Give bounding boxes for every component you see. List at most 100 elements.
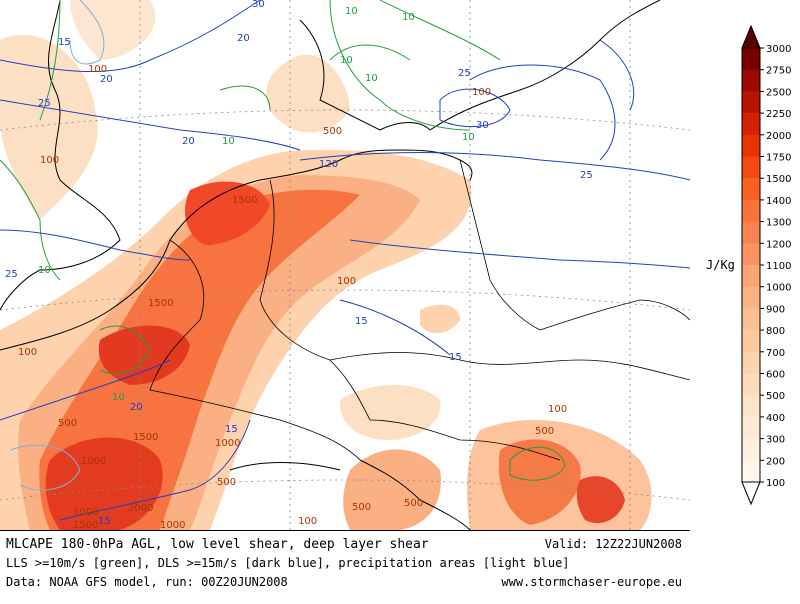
- colorbar-max-arrow: [741, 24, 761, 49]
- colorbar-tick-label: 2000: [766, 131, 791, 142]
- dls-label: 20: [100, 74, 113, 85]
- cape-label: 1000: [81, 456, 106, 467]
- cape-label: 500: [352, 502, 371, 513]
- cape-label: 1500: [73, 520, 98, 530]
- dls-label: 120: [319, 159, 338, 170]
- dls-labels: 30 20 15 20 25 25 20 120 25 15 15 20 15 …: [5, 0, 593, 527]
- dls-label: 20: [130, 402, 143, 413]
- colorbar-tick-label: 900: [766, 304, 785, 315]
- colorbar-band: [742, 308, 760, 331]
- cape-label: 100: [298, 516, 317, 527]
- cape-label: 1000: [73, 507, 98, 518]
- coast-adriatic: [359, 459, 471, 530]
- lls-label: 10: [340, 55, 353, 66]
- cape-label: 1000: [215, 438, 240, 449]
- cape-label: 100: [40, 155, 59, 166]
- coast-baltic: [429, 0, 661, 131]
- dls-label: 25: [458, 68, 471, 79]
- colorbar-band: [742, 395, 760, 418]
- cape-label: 500: [535, 426, 554, 437]
- colorbar-unit-label: J/Kg: [706, 258, 735, 272]
- info-panel: MLCAPE 180-0hPa AGL, low level shear, de…: [0, 531, 690, 600]
- cape-label: 1500: [133, 432, 158, 443]
- legend-description: LLS >=10m/s [green], DLS >=15m/s [dark b…: [6, 556, 570, 570]
- valid-time: Valid: 12Z22JUN2008: [544, 537, 682, 551]
- cape-area-italy: [343, 449, 441, 530]
- colorbar-tick-label: 1100: [766, 261, 791, 272]
- coast-britain: [0, 0, 121, 311]
- colorbar-tick-label: 700: [766, 348, 785, 359]
- dls-label: 25: [580, 170, 593, 181]
- cape-label: 100: [18, 347, 37, 358]
- colorbar-band: [742, 243, 760, 266]
- dls-label: 20: [182, 136, 195, 147]
- colorbar-panel: 3000 2750 2500 2250 2000 1750 1500 1400 1300 1200…: [690, 0, 800, 600]
- cape-labels: 100 100 100 500 1500 1500 1500 1000 1000…: [18, 64, 567, 530]
- dls-label: 15: [449, 352, 462, 363]
- cape-label: 500: [217, 477, 236, 488]
- map-title: MLCAPE 180-0hPa AGL, low level shear, de…: [6, 537, 429, 552]
- colorbar-tick-label: 100: [766, 478, 785, 489]
- colorbar-tick-label: 1200: [766, 239, 791, 250]
- colorbar-tick-label: 1500: [766, 174, 791, 185]
- cape-area-north-sea: [0, 34, 98, 221]
- dls-contours: [0, 0, 690, 521]
- lls-label: 10: [38, 265, 51, 276]
- website-link[interactable]: www.stormchaser-europe.eu: [501, 575, 682, 589]
- cape-label: 100: [88, 64, 107, 75]
- colorbar-band: [742, 134, 760, 157]
- cape-area-northeast: [266, 54, 350, 133]
- cape-label: 500: [323, 126, 342, 137]
- borders: [149, 159, 690, 461]
- dls-label: 20: [237, 33, 250, 44]
- colorbar-tick-label: 1000: [766, 283, 791, 294]
- lls-label: 10: [345, 6, 358, 17]
- colorbar-band: [742, 416, 760, 439]
- colorbar-tick-label: 2250: [766, 109, 791, 120]
- dls-label: 15: [98, 516, 111, 527]
- lls-labels: 10 10 10 10 10 10 10 10: [38, 6, 475, 403]
- colorbar-tick-label: 1400: [766, 196, 791, 207]
- coast-denmark: [299, 19, 431, 131]
- cape-label: 2000: [128, 503, 153, 514]
- cape-label: 500: [404, 498, 423, 509]
- colorbar-tick-label: 2500: [766, 87, 791, 98]
- mlcape-map: 100 100 100 500 1500 1500 1500 1000 1000…: [0, 0, 690, 530]
- colorbar-band: [742, 69, 760, 92]
- lls-label: 10: [222, 136, 235, 147]
- colorbar-band: [742, 48, 760, 70]
- cape-label: 1000: [160, 520, 185, 530]
- lls-label: 10: [365, 73, 378, 84]
- colorbar-tick-label: 200: [766, 456, 785, 467]
- cape-area-balkans-inner: [498, 439, 581, 525]
- precip-contours: [9, 0, 105, 491]
- cape-label: 1500: [148, 298, 173, 309]
- colorbar-band: [742, 373, 760, 396]
- colorbar-tick-label: 500: [766, 391, 785, 402]
- dls-label: 15: [58, 37, 71, 48]
- cape-label: 100: [337, 276, 356, 287]
- cape-label: 100: [548, 404, 567, 415]
- coast-mediterranean: [229, 462, 341, 471]
- colorbar-band: [742, 178, 760, 201]
- graticule: [0, 0, 690, 530]
- cape-area-alps: [339, 385, 441, 440]
- colorbar-band: [742, 438, 760, 461]
- colorbar-band: [742, 156, 760, 179]
- colorbar: 3000 2750 2500 2250 2000 1750 1500 1400 1300 1200…: [741, 24, 791, 506]
- data-source: Data: NOAA GFS model, run: 00Z20JUN2008: [6, 575, 288, 589]
- colorbar-min-arrow: [741, 481, 761, 506]
- lls-label: 10: [112, 392, 125, 403]
- colorbar-band: [742, 330, 760, 353]
- lls-label: 10: [462, 132, 475, 143]
- colorbar-band: [742, 265, 760, 287]
- cape-area-poland: [420, 304, 460, 334]
- cape-area-balkans-core: [576, 476, 625, 524]
- colorbar-band: [742, 91, 760, 114]
- lls-label: 10: [402, 12, 415, 23]
- dls-label: 30: [476, 120, 489, 131]
- cape-label: 1500: [232, 195, 257, 206]
- dls-label: 15: [355, 316, 368, 327]
- cape-label: 500: [58, 418, 77, 429]
- colorbar-tick-label: 300: [766, 435, 785, 446]
